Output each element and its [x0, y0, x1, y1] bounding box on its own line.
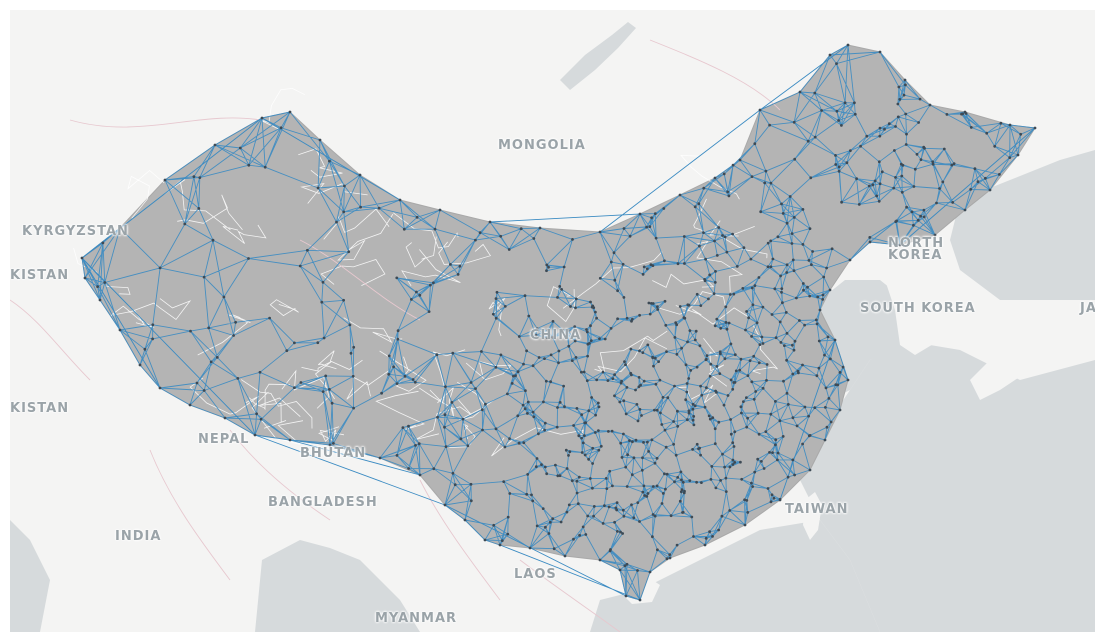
label-myanmar: MYANMAR [375, 611, 458, 626]
bay-of-bengal [255, 540, 420, 632]
label-china: CHINA [530, 328, 582, 343]
label-bhutan: BHUTAN [300, 446, 367, 461]
label-south-korea: SOUTH KOREA [860, 301, 976, 316]
south-china-sea [590, 520, 880, 632]
label-japan-partial: JA [1080, 301, 1095, 316]
sea-areas [10, 22, 1095, 632]
label-india: INDIA [115, 529, 162, 544]
lake-baikal [560, 22, 636, 90]
label-kistan-top: KISTAN [10, 268, 70, 283]
label-kyrgyzstan: KYRGYZSTAN [22, 224, 129, 239]
label-kistan-bottom: KISTAN [10, 401, 70, 416]
label-mongolia: MONGOLIA [498, 138, 586, 153]
province-lines [73, 87, 778, 457]
korean-peninsula [880, 240, 950, 355]
taiwan-island [803, 492, 822, 540]
label-taiwan: TAIWAN [785, 502, 849, 517]
label-north-korea-1: NORTH [888, 236, 945, 251]
label-bangladesh: BANGLADESH [268, 495, 378, 510]
sea-of-japan [950, 150, 1095, 300]
label-nepal: NEPAL [198, 432, 250, 447]
neighbor-land [622, 240, 1095, 604]
map-frame[interactable]: MONGOLIA KYRGYZSTAN KISTAN KISTAN CHINA … [10, 10, 1095, 632]
label-laos: LAOS [514, 567, 557, 582]
network-long-edges [81, 44, 1036, 601]
map-canvas[interactable] [10, 10, 1095, 632]
province-boundaries [73, 87, 778, 457]
country-borders [10, 39, 781, 632]
label-north-korea-2: KOREA [888, 248, 943, 263]
east-china-sea [800, 340, 1095, 632]
japan [970, 300, 1095, 400]
arabian-sea-edge [10, 520, 50, 632]
